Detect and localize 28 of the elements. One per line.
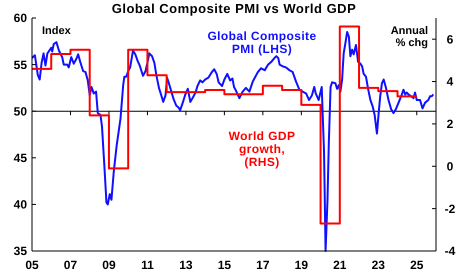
y2-tick-label: 4 <box>446 74 454 89</box>
y-tick-label: 45 <box>14 151 28 165</box>
x-tick-label: 21 <box>333 258 347 272</box>
y2-tick-label: -4 <box>444 244 456 258</box>
y2-tick-label: 6 <box>446 32 454 46</box>
x-tick-label: 25 <box>410 258 424 272</box>
x-tick-label: 05 <box>25 258 39 272</box>
y-tick-label: 40 <box>14 198 28 212</box>
y2-tick-label: -2 <box>444 202 456 216</box>
y-tick-label: 60 <box>14 11 28 26</box>
annotation: Index <box>42 25 72 37</box>
x-tick-label: 15 <box>218 258 232 272</box>
chart-title: Global Composite PMI vs World GDP <box>112 1 356 16</box>
x-tick-label: 19 <box>294 258 308 272</box>
x-tick-label: 17 <box>256 258 270 272</box>
x-tick-label: 11 <box>141 258 154 272</box>
y2-tick-label: 2 <box>446 117 454 132</box>
text: World GDP growth, (RHS) <box>228 129 296 169</box>
y-tick-label: 55 <box>14 58 28 72</box>
annotation: Annual % chg <box>390 25 428 49</box>
y2-tick-label: 0 <box>446 159 454 174</box>
y-tick-label: 50 <box>14 104 28 118</box>
x-tick-label: 23 <box>372 258 386 272</box>
x-tick-label: 09 <box>102 258 116 272</box>
x-tick-label: 07 <box>64 258 78 272</box>
series-label: Global Composite PMI (LHS) <box>207 29 317 56</box>
y-tick-label: 35 <box>14 244 28 258</box>
x-tick-label: 13 <box>179 258 193 272</box>
